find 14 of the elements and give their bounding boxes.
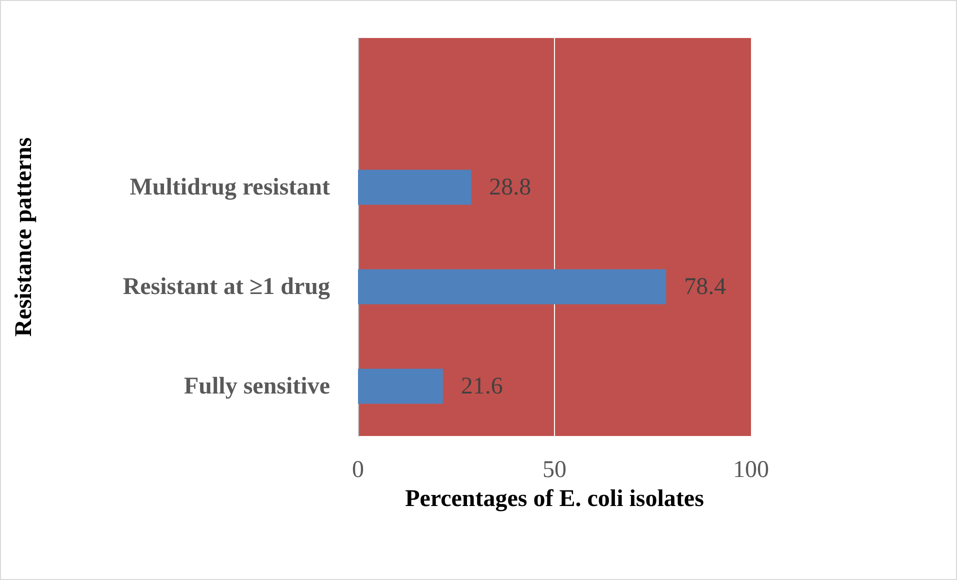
- x-tick-label: 50: [542, 457, 566, 483]
- bar: [358, 269, 666, 304]
- bar: [358, 170, 472, 205]
- x-axis-title: Percentages of E. coli isolates: [405, 486, 704, 512]
- bar: [358, 368, 443, 404]
- y-axis-title: Resistance patterns: [11, 137, 37, 337]
- x-tick-label: 100: [733, 457, 769, 483]
- x-tick-label: 0: [352, 457, 364, 483]
- data-label: 21.6: [460, 373, 503, 400]
- y-tick-label: Fully sensitive: [184, 373, 330, 400]
- data-label: 28.8: [489, 174, 532, 200]
- y-tick-label: Multidrug resistant: [130, 174, 330, 200]
- data-label: 78.4: [684, 274, 726, 300]
- y-tick-label: Resistant at ≥1 drug: [122, 274, 330, 300]
